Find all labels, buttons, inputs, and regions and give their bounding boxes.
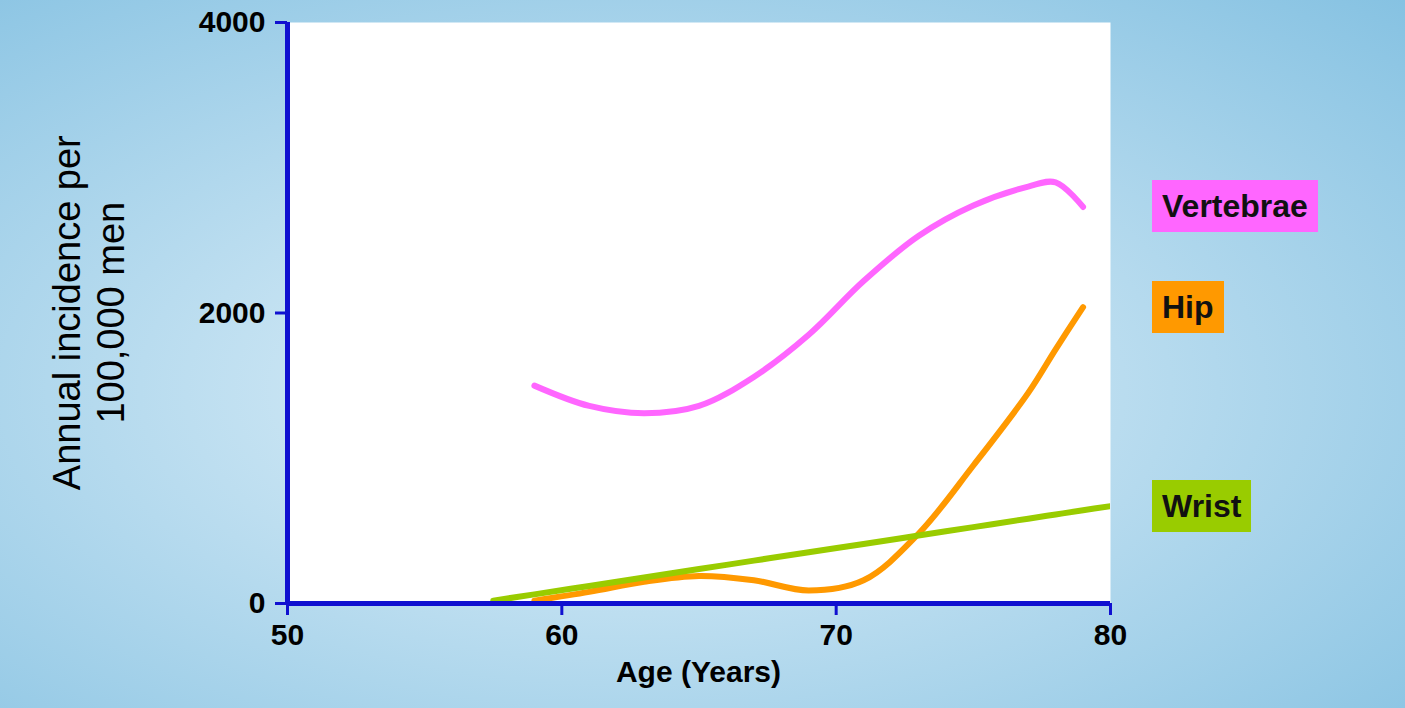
- svg-text:2000: 2000: [199, 296, 266, 329]
- svg-text:50: 50: [271, 618, 304, 651]
- html-text:Annual incidence per 100,000 m: Annual incidence per 100,000 men: [46, 135, 132, 491]
- html-text:Age (Years): Age (Years): [616, 655, 781, 688]
- html-text:Wrist: Wrist: [1162, 487, 1242, 524]
- svg-text:80: 80: [1094, 618, 1127, 651]
- svg-text:4000: 4000: [199, 5, 266, 38]
- svg-text:60: 60: [545, 618, 578, 651]
- svg-text:0: 0: [249, 586, 266, 619]
- svg-text:70: 70: [819, 618, 852, 651]
- html-text:Hip: Hip: [1162, 288, 1214, 325]
- html-text:Vertebrae: Vertebrae: [1162, 188, 1308, 225]
